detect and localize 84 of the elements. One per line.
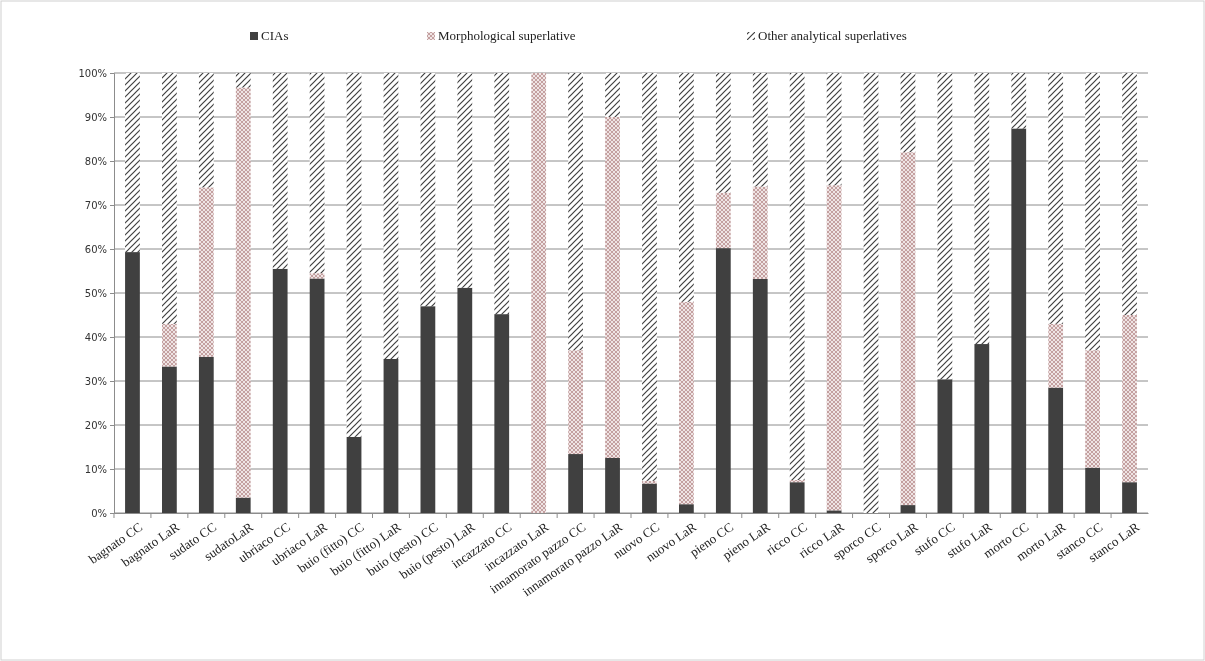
bar xyxy=(715,73,731,193)
y-tick-label: 60% xyxy=(84,243,107,255)
bar xyxy=(679,504,694,513)
bar xyxy=(309,273,325,279)
bar xyxy=(826,73,842,186)
bar xyxy=(346,73,362,437)
bar xyxy=(235,87,251,498)
bar xyxy=(826,510,842,513)
y-tick-label: 0% xyxy=(91,507,107,519)
y-tick-label: 40% xyxy=(84,331,107,343)
bar xyxy=(1122,73,1137,315)
bar xyxy=(494,314,510,513)
bar xyxy=(198,73,214,188)
bar xyxy=(789,480,805,483)
bar xyxy=(715,192,731,249)
bar xyxy=(568,73,583,351)
bar xyxy=(125,73,140,253)
bar xyxy=(937,379,953,513)
bar xyxy=(420,73,436,307)
legend-label: Other analytical superlatives xyxy=(758,28,907,43)
bar xyxy=(1048,73,1064,324)
bar xyxy=(494,73,510,315)
bar xyxy=(642,480,657,484)
bar xyxy=(752,186,768,279)
bar xyxy=(679,73,694,302)
bar xyxy=(605,73,620,117)
bar xyxy=(900,73,916,153)
bar xyxy=(272,268,288,513)
bar xyxy=(383,73,399,359)
bar xyxy=(863,73,879,513)
bar xyxy=(309,73,325,274)
y-tick-label: 50% xyxy=(84,287,107,299)
legend-label: Morphological superlative xyxy=(438,28,576,43)
bar xyxy=(937,73,953,380)
bar xyxy=(789,73,805,480)
bar xyxy=(125,252,140,513)
bar xyxy=(679,301,694,505)
bar xyxy=(457,73,473,288)
bar xyxy=(974,73,990,345)
bar xyxy=(752,278,768,513)
bar xyxy=(568,350,583,455)
bar xyxy=(715,248,731,513)
bar xyxy=(198,356,214,513)
bar xyxy=(309,278,325,513)
y-tick-label: 30% xyxy=(84,375,107,387)
bar xyxy=(162,73,177,324)
bar xyxy=(1048,387,1064,513)
bar xyxy=(900,505,916,513)
y-tick-label: 20% xyxy=(84,419,107,431)
bar xyxy=(900,152,916,506)
bar xyxy=(531,73,547,513)
y-tick-label: 100% xyxy=(78,67,107,79)
bar xyxy=(162,366,177,513)
bar xyxy=(568,454,583,513)
bar xyxy=(272,73,288,269)
bar xyxy=(1011,128,1027,513)
y-tick-label: 10% xyxy=(84,463,107,475)
bar xyxy=(789,482,805,513)
bar xyxy=(346,436,362,513)
bar xyxy=(642,483,657,513)
bar xyxy=(235,73,251,88)
bar xyxy=(642,73,657,481)
bar xyxy=(1048,323,1064,388)
bar xyxy=(605,117,620,458)
bar xyxy=(605,458,620,513)
legend-label: CIAs xyxy=(261,28,289,43)
bar xyxy=(420,306,436,513)
bar xyxy=(826,185,842,511)
bar xyxy=(1085,467,1100,513)
bar xyxy=(1085,350,1100,468)
y-tick-label: 80% xyxy=(84,155,107,167)
bar xyxy=(1011,73,1027,129)
y-tick-label: 90% xyxy=(84,111,107,123)
bar xyxy=(974,344,990,513)
bar xyxy=(162,323,177,367)
bar xyxy=(383,359,399,513)
bar xyxy=(457,287,473,513)
bar xyxy=(235,497,251,513)
bar xyxy=(1122,315,1137,483)
bar xyxy=(198,187,214,357)
bar xyxy=(1085,73,1100,351)
y-tick-label: 70% xyxy=(84,199,107,211)
bar xyxy=(1122,482,1137,513)
bar xyxy=(752,73,768,187)
